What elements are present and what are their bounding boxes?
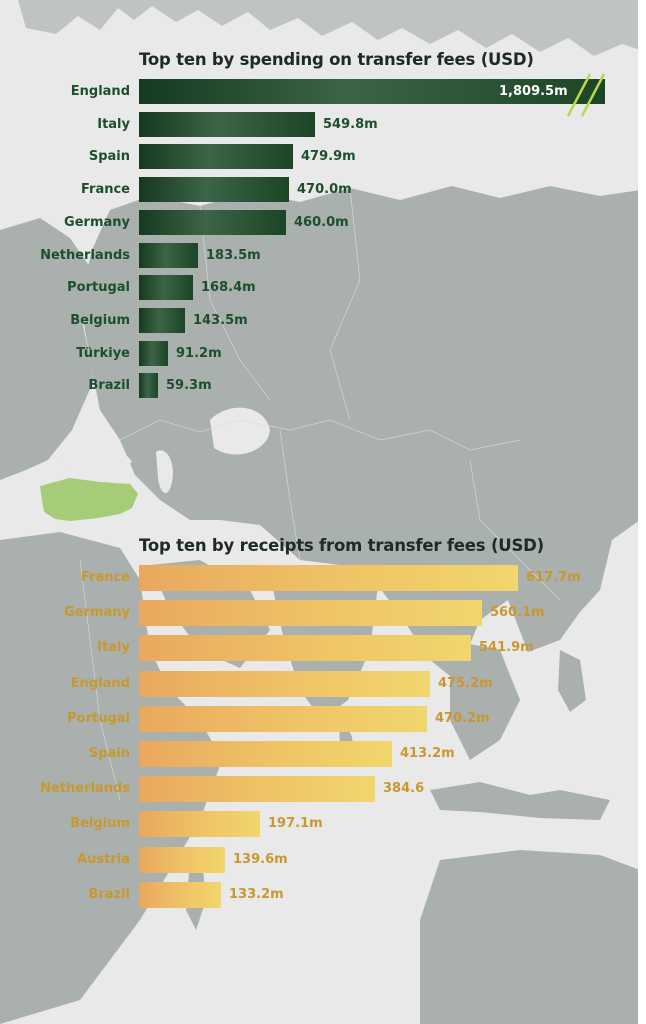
map-caspian [156,450,173,494]
receipts-bar [139,776,375,802]
receipts-category-label: Brazil [88,887,130,902]
spending-bar [139,243,198,268]
receipts-value-label: 413.2m [400,746,455,761]
map-australia [420,850,640,1024]
spending-value-label: 460.0m [294,214,349,230]
spending-category-label: Italy [97,116,130,132]
spending-bar [139,79,605,104]
spending-value-label: 183.5m [206,247,261,263]
spending-value-label: 470.0m [297,181,352,197]
spending-category-label: Belgium [70,312,130,328]
map-turkiye-highlight [40,478,138,521]
map-philippines [558,650,586,712]
spending-category-label: France [80,181,130,197]
map-indonesia [430,782,610,820]
chart-title-receipts: Top ten by receipts from transfer fees (… [139,536,545,555]
receipts-value-label: 541.9m [479,640,534,655]
receipts-category-label: Spain [88,746,130,761]
spending-category-label: Portugal [67,279,130,295]
receipts-value-label: 384.6 [383,781,425,796]
spending-bar [139,210,286,235]
receipts-bar [139,706,427,732]
axis-break-mark [566,73,606,117]
spending-bar [139,275,193,300]
receipts-bar [139,847,225,873]
map-island-east [600,250,640,330]
map-japan [586,460,612,556]
spending-value-label: 91.2m [176,345,222,361]
map-right-edge [638,0,646,1024]
spending-category-label: Spain [88,148,130,164]
receipts-category-label: Italy [97,640,130,655]
map-black-sea [62,445,132,471]
spending-value-label: 479.9m [301,148,356,164]
spending-bar [139,341,168,366]
spending-bar [139,308,185,333]
receipts-category-label: Netherlands [40,781,130,796]
receipts-category-label: England [70,676,130,691]
receipts-value-label: 470.2m [435,711,490,726]
spending-value-label: 1,809.5m [499,83,568,99]
map-africa [0,532,222,1024]
receipts-bar [139,882,221,908]
receipts-bar [139,811,260,837]
receipts-value-label: 139.6m [233,852,288,867]
receipts-category-label: Portugal [67,711,130,726]
spending-category-label: Germany [64,214,130,230]
spending-value-label: 59.3m [166,377,212,393]
receipts-category-label: Belgium [70,816,130,831]
receipts-value-label: 475.2m [438,676,493,691]
map-arctic-coast [0,0,640,56]
receipts-category-label: Austria [77,852,130,867]
receipts-category-label: France [80,570,130,585]
map-southeast-asia [450,640,520,760]
receipts-value-label: 617.7m [526,570,581,585]
spending-category-label: Netherlands [40,247,130,263]
map-western-europe [0,218,94,480]
spending-value-label: 143.5m [193,312,248,328]
receipts-bar [139,565,518,591]
spending-bar [139,177,289,202]
map-eurasia [80,186,640,680]
receipts-bar [139,671,430,697]
spending-bar [139,112,315,137]
spending-bar [139,144,293,169]
receipts-bar [139,635,471,661]
map-sea-gulf [210,407,270,455]
receipts-value-label: 560.1m [490,605,545,620]
receipts-bar [139,741,392,767]
spending-value-label: 549.8m [323,116,378,132]
receipts-bar [139,600,482,626]
spending-bar [139,373,158,398]
spending-category-label: Brazil [88,377,130,393]
chart-title-spending: Top ten by spending on transfer fees (US… [139,50,534,69]
spending-category-label: Türkiye [76,345,130,361]
spending-value-label: 168.4m [201,279,256,295]
map-borders [79,187,561,801]
receipts-category-label: Germany [64,605,130,620]
spending-category-label: England [70,83,130,99]
receipts-value-label: 197.1m [268,816,323,831]
receipts-value-label: 133.2m [229,887,284,902]
